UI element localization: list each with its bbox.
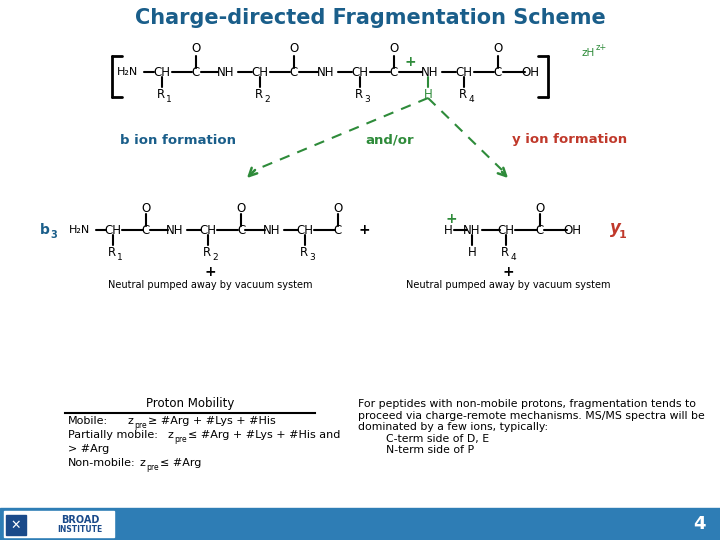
Text: +: +: [358, 223, 370, 237]
Text: BROAD: BROAD: [60, 515, 99, 525]
Text: pre: pre: [146, 462, 158, 471]
Text: H: H: [444, 224, 452, 237]
Text: R: R: [203, 246, 211, 259]
Text: O: O: [192, 42, 201, 55]
Text: z: z: [168, 430, 174, 440]
Text: R: R: [300, 246, 308, 259]
Text: OH: OH: [563, 224, 581, 237]
Text: pre: pre: [174, 435, 186, 443]
Text: z: z: [128, 416, 134, 426]
Text: R: R: [157, 87, 165, 100]
Text: O: O: [333, 201, 343, 214]
Text: CH: CH: [297, 224, 313, 237]
Text: C: C: [142, 224, 150, 237]
Text: R: R: [459, 87, 467, 100]
Text: NH: NH: [217, 65, 235, 78]
Text: O: O: [390, 42, 399, 55]
Text: b ion formation: b ion formation: [120, 133, 236, 146]
Text: C: C: [334, 224, 342, 237]
Text: CH: CH: [199, 224, 217, 237]
Text: C: C: [192, 65, 200, 78]
Text: C: C: [237, 224, 245, 237]
Text: NH: NH: [463, 224, 481, 237]
Text: CH: CH: [104, 224, 122, 237]
Text: 1: 1: [166, 94, 172, 104]
Text: H: H: [467, 246, 477, 259]
Text: ≤ #Arg + #Lys + #His and: ≤ #Arg + #Lys + #His and: [188, 430, 341, 440]
Bar: [6, 515, 26, 535]
Text: 2: 2: [212, 253, 218, 261]
Text: z+: z+: [596, 44, 607, 52]
Text: 3: 3: [364, 94, 370, 104]
Text: 4: 4: [510, 253, 516, 261]
Text: O: O: [236, 201, 246, 214]
Text: Charge-directed Fragmentation Scheme: Charge-directed Fragmentation Scheme: [135, 8, 606, 28]
Text: 2: 2: [264, 94, 270, 104]
Text: CH: CH: [153, 65, 171, 78]
Text: 1: 1: [619, 230, 627, 240]
Text: pre: pre: [134, 421, 147, 429]
Text: Mobile:: Mobile:: [68, 416, 108, 426]
Text: C: C: [290, 65, 298, 78]
Text: zH: zH: [582, 48, 595, 58]
Text: OH: OH: [521, 65, 539, 78]
Text: Neutral pumped away by vacuum system: Neutral pumped away by vacuum system: [406, 280, 611, 290]
Text: H₂N: H₂N: [69, 225, 91, 235]
Bar: [0, 508, 720, 540]
Text: C: C: [494, 65, 502, 78]
Text: 3: 3: [309, 253, 315, 261]
Text: +: +: [502, 265, 514, 279]
Text: 4: 4: [468, 94, 474, 104]
Text: R: R: [355, 87, 363, 100]
Text: R: R: [108, 246, 116, 259]
Text: R: R: [255, 87, 263, 100]
Text: Non-mobile:: Non-mobile:: [68, 458, 135, 468]
Text: CH: CH: [351, 65, 369, 78]
Text: H: H: [423, 87, 433, 100]
Text: CH: CH: [498, 224, 515, 237]
Text: INSTITUTE: INSTITUTE: [58, 524, 103, 534]
Text: Proton Mobility: Proton Mobility: [146, 396, 234, 409]
Text: > #Arg: > #Arg: [68, 444, 109, 454]
Text: NH: NH: [421, 65, 438, 78]
Text: and/or: and/or: [366, 133, 414, 146]
Text: C: C: [536, 224, 544, 237]
Text: NH: NH: [166, 224, 184, 237]
Text: O: O: [141, 201, 150, 214]
Text: CH: CH: [456, 65, 472, 78]
Text: +: +: [204, 265, 216, 279]
Text: NH: NH: [264, 224, 281, 237]
Text: R: R: [501, 246, 509, 259]
Text: O: O: [289, 42, 299, 55]
Text: 4: 4: [693, 515, 706, 533]
Text: 3: 3: [50, 230, 58, 240]
Text: CH: CH: [251, 65, 269, 78]
Text: O: O: [536, 201, 544, 214]
Text: NH: NH: [318, 65, 335, 78]
Text: H₂N: H₂N: [117, 67, 139, 77]
Text: y: y: [610, 219, 621, 237]
Text: For peptides with non-mobile protons, fragmentation tends to
proceed via charge-: For peptides with non-mobile protons, fr…: [358, 399, 705, 455]
Text: O: O: [493, 42, 503, 55]
Bar: [4, 511, 114, 537]
Text: b: b: [40, 223, 50, 237]
Text: Neutral pumped away by vacuum system: Neutral pumped away by vacuum system: [108, 280, 312, 290]
Text: ≤ #Arg: ≤ #Arg: [160, 458, 202, 468]
Text: z: z: [140, 458, 146, 468]
Text: ≥ #Arg + #Lys + #His: ≥ #Arg + #Lys + #His: [148, 416, 276, 426]
Text: ✕: ✕: [11, 518, 22, 531]
Text: Partially mobile:: Partially mobile:: [68, 430, 158, 440]
Text: 1: 1: [117, 253, 123, 261]
Text: y ion formation: y ion formation: [513, 133, 628, 146]
Text: C: C: [390, 65, 398, 78]
Text: +: +: [404, 55, 416, 69]
Text: +: +: [445, 212, 456, 226]
